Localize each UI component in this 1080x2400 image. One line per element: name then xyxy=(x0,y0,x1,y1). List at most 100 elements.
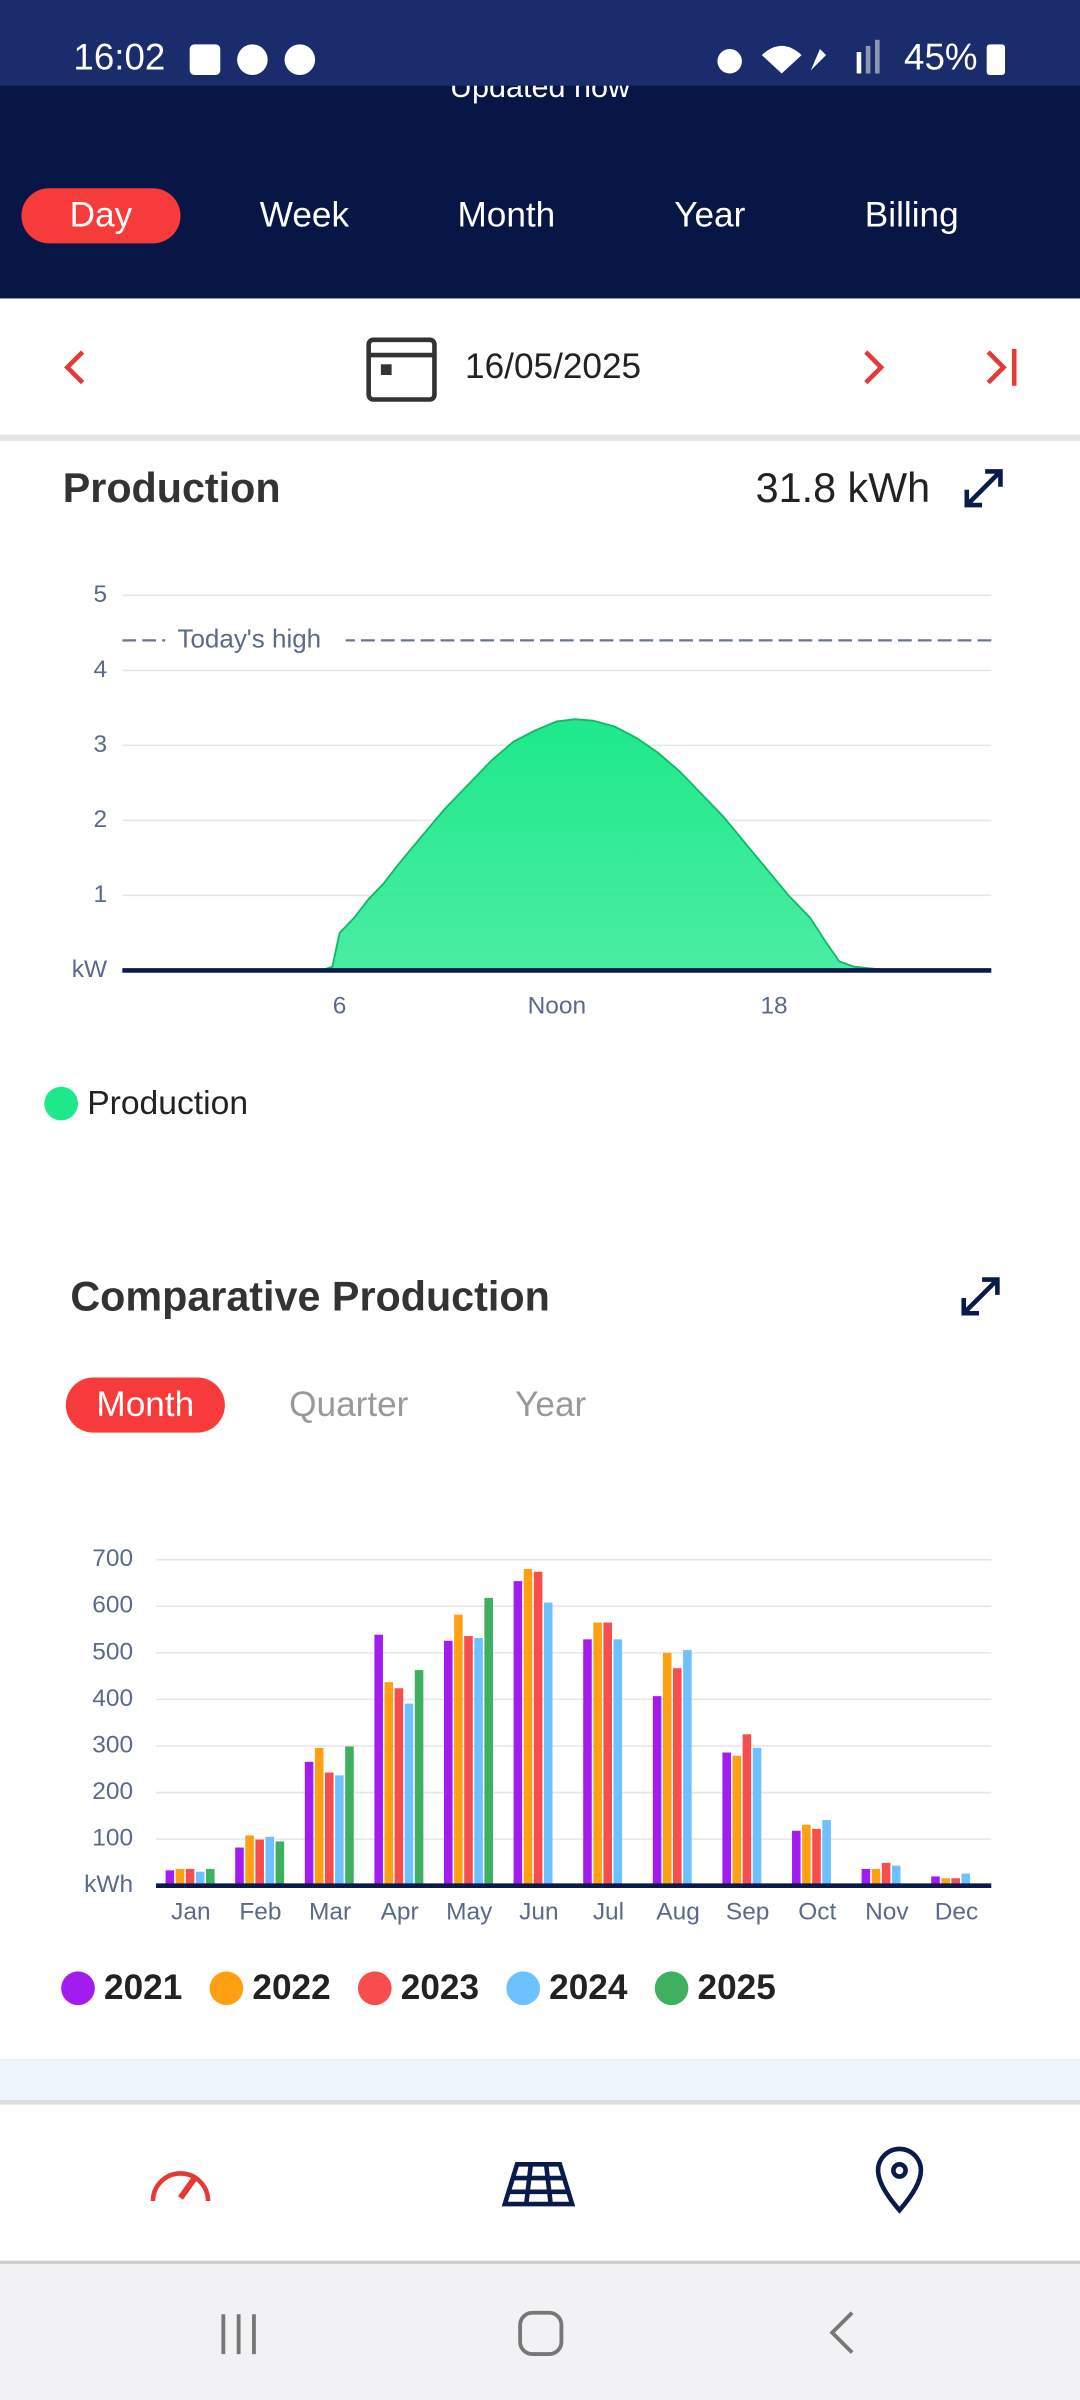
tab[interactable]: Month xyxy=(457,196,555,235)
home-button[interactable] xyxy=(518,2310,564,2356)
legend-label: 2024 xyxy=(549,1968,628,2007)
divider xyxy=(0,434,1080,441)
bar xyxy=(593,1622,602,1886)
bar xyxy=(245,1835,254,1886)
y-tick-label: 600 xyxy=(92,1592,133,1619)
bar xyxy=(722,1752,731,1886)
bar xyxy=(732,1755,742,1886)
x-tick-label: Oct xyxy=(798,1899,836,1926)
divider xyxy=(0,2260,1080,2264)
production-chart: kW 1 2 3 4 5 6 Noon 18 Today's high Production xyxy=(44,581,992,1122)
dashboard-icon[interactable] xyxy=(150,2171,211,2202)
tab[interactable]: Month xyxy=(96,1385,194,1424)
range-tabs: Month Quarter Year xyxy=(65,1377,587,1433)
bar xyxy=(265,1836,275,1886)
x-tick-label: Sep xyxy=(726,1899,770,1926)
bar xyxy=(822,1820,831,1886)
annotation: Today's high xyxy=(177,623,321,653)
y-tick-label: kW xyxy=(72,956,108,983)
x-tick-label: Feb xyxy=(239,1899,281,1926)
date-nav: 16/05/2025 xyxy=(64,337,1017,402)
y-tick-label: 2 xyxy=(93,806,107,833)
separator xyxy=(0,2058,1080,2100)
x-tick-label: Dec xyxy=(935,1899,979,1926)
legend-swatch xyxy=(44,1086,79,1121)
back-button[interactable] xyxy=(829,2311,854,2354)
x-tick-label: Noon xyxy=(528,993,586,1020)
bar xyxy=(404,1703,414,1886)
bar xyxy=(603,1622,612,1886)
x-tick-label: 6 xyxy=(333,993,347,1020)
legend-label: 2023 xyxy=(401,1968,479,2007)
bar xyxy=(523,1569,533,1886)
bar xyxy=(195,1871,205,1886)
legend-swatch xyxy=(61,1971,95,2006)
x-tick-label: Jun xyxy=(519,1899,558,1926)
expand-icon[interactable] xyxy=(964,469,1003,508)
bar xyxy=(802,1824,811,1886)
total-label: 31.8 kWh xyxy=(756,465,930,511)
bar xyxy=(255,1839,264,1886)
bar xyxy=(812,1828,821,1886)
y-tick-label: 5 xyxy=(93,581,107,608)
bar xyxy=(752,1747,762,1886)
bar xyxy=(384,1682,394,1886)
y-tick-label: 500 xyxy=(92,1638,133,1665)
bar xyxy=(165,1870,175,1886)
status-bar xyxy=(0,0,1080,86)
bar xyxy=(673,1668,682,1886)
bar xyxy=(931,1876,940,1886)
legend-label: Production xyxy=(87,1085,248,1122)
bar xyxy=(861,1868,871,1886)
last-button[interactable] xyxy=(986,348,1017,386)
x-tick-label: Aug xyxy=(656,1899,700,1926)
recents-button[interactable] xyxy=(221,2314,256,2355)
y-tick-label: 1 xyxy=(93,881,107,908)
y-tick-label: 400 xyxy=(92,1685,133,1712)
tab[interactable]: Quarter xyxy=(289,1385,409,1424)
bar xyxy=(314,1747,324,1886)
bottom-nav xyxy=(150,2146,924,2214)
calendar-icon[interactable] xyxy=(366,337,437,402)
bar xyxy=(304,1761,314,1886)
active-tab-bg xyxy=(65,1377,225,1433)
period-tabs: Day Week Month Year Billing xyxy=(21,188,959,244)
bar xyxy=(374,1634,383,1886)
bar xyxy=(961,1873,971,1886)
bar xyxy=(652,1696,662,1886)
bar xyxy=(335,1775,344,1886)
x-tick-label: May xyxy=(446,1899,493,1926)
x-tick-label: Nov xyxy=(865,1899,909,1926)
legend-swatch xyxy=(654,1971,689,2006)
bar xyxy=(464,1636,473,1886)
tab[interactable]: Year xyxy=(674,196,745,235)
bar xyxy=(543,1602,553,1886)
prev-button[interactable] xyxy=(64,350,85,385)
status-icons-right xyxy=(717,39,1006,75)
bar xyxy=(951,1878,960,1886)
tab[interactable]: Year xyxy=(515,1385,586,1424)
next-button[interactable] xyxy=(864,350,885,385)
status-time: 16:02 xyxy=(73,36,165,77)
card-title: Production xyxy=(63,465,281,511)
bar xyxy=(583,1639,592,1886)
expand-icon[interactable] xyxy=(961,1277,1000,1316)
tab[interactable]: Billing xyxy=(865,196,959,235)
system-buttons xyxy=(221,2310,854,2356)
bar xyxy=(662,1652,672,1886)
location-icon[interactable] xyxy=(875,2146,924,2214)
x-tick-label: 18 xyxy=(760,993,787,1020)
bar xyxy=(891,1865,901,1886)
tab[interactable]: Day xyxy=(70,196,133,235)
tab[interactable]: Week xyxy=(260,196,350,235)
legend-swatch xyxy=(209,1971,244,2006)
battery-level: 45% xyxy=(904,36,977,77)
bar xyxy=(275,1841,285,1886)
system-nav xyxy=(0,2262,1080,2400)
y-tick-label: 3 xyxy=(93,731,107,758)
legend-label: 2025 xyxy=(698,1968,776,2007)
bar xyxy=(742,1734,752,1886)
panels-icon[interactable] xyxy=(501,2161,576,2207)
y-tick-label: 100 xyxy=(92,1825,133,1852)
